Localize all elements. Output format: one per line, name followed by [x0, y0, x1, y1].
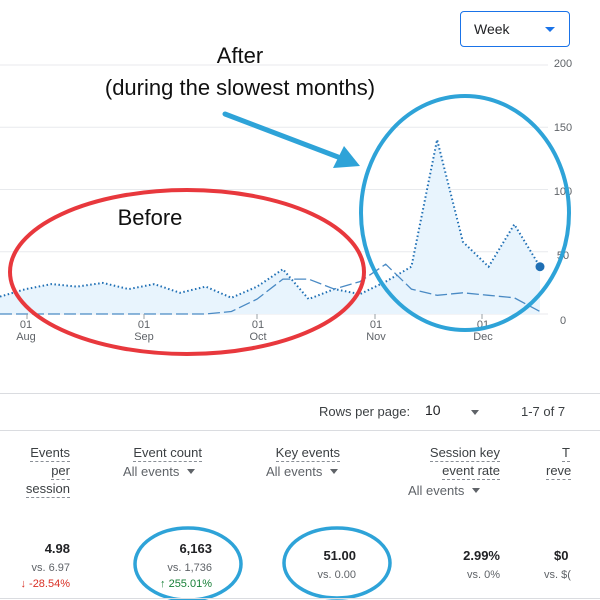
divider	[0, 393, 600, 394]
rows-per-page-label: Rows per page:	[319, 404, 411, 419]
period-select-value: Week	[474, 21, 510, 37]
event-count-filter[interactable]: All events	[123, 464, 196, 479]
session-key-rate-filter[interactable]: All events	[408, 483, 481, 498]
y-tick-label: 150	[553, 122, 573, 134]
x-tick-label: 01 Aug	[16, 319, 36, 343]
y-tick-label: 200	[553, 58, 573, 70]
rows-per-page-value: 10	[425, 402, 441, 418]
chevron-down-icon	[472, 488, 481, 493]
cell-key-events: 51.00 vs. 0.00	[317, 548, 356, 581]
x-tick-label: 01 Sep	[134, 319, 154, 343]
x-tick-label: 01 Dec	[473, 319, 493, 343]
y-tick-label: 0	[559, 315, 567, 327]
cell-events-per-session: 4.98 vs. 6.97 ↓ -28.54%	[20, 541, 70, 590]
data-point	[535, 262, 545, 272]
divider	[0, 430, 600, 431]
col-header-event-count[interactable]: Event count	[133, 445, 202, 462]
chevron-down-icon	[545, 27, 555, 32]
key-events-filter[interactable]: All events	[266, 464, 339, 479]
x-tick-label: 01 Nov	[366, 319, 386, 343]
col-header-key-events[interactable]: Key events	[275, 445, 340, 462]
chevron-down-icon	[187, 469, 196, 474]
x-tick-label: 01 Oct	[249, 319, 267, 343]
pagination-range: 1-7 of 7	[521, 404, 566, 419]
cell-revenue: $0 vs. $(	[544, 548, 571, 581]
before-annotation: Before	[117, 205, 183, 230]
cell-event-count: 6,163 vs. 1,736 ↑ 255.01%	[160, 541, 212, 590]
after-annotation: After (during the slowest months)	[104, 43, 376, 100]
col-header-revenue[interactable]: T reve	[546, 445, 572, 480]
col-header-events-per-session[interactable]: Events per session	[25, 445, 70, 498]
chevron-down-icon	[330, 469, 339, 474]
rows-per-page-select[interactable]: 10	[425, 402, 485, 424]
col-header-session-key-event-rate[interactable]: Session key event rate	[429, 445, 500, 480]
chevron-down-icon	[471, 410, 479, 415]
y-tick-label: 100	[553, 186, 573, 198]
cell-session-key-rate: 2.99% vs. 0%	[463, 548, 500, 581]
divider	[0, 598, 600, 599]
y-tick-label: 50	[556, 250, 570, 262]
period-select[interactable]: Week	[460, 11, 570, 47]
